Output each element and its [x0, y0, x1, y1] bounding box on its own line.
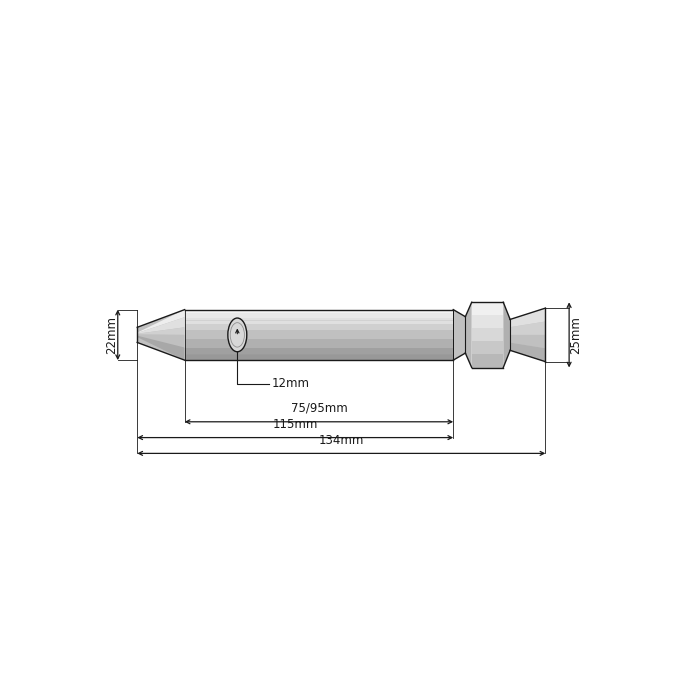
Polygon shape: [510, 321, 545, 335]
Text: 134mm: 134mm: [319, 434, 364, 447]
Polygon shape: [137, 310, 185, 333]
Polygon shape: [185, 319, 453, 324]
Polygon shape: [185, 339, 453, 347]
Polygon shape: [472, 354, 503, 367]
Polygon shape: [510, 308, 545, 327]
Text: 25mm: 25mm: [569, 316, 582, 354]
Polygon shape: [503, 302, 510, 367]
Ellipse shape: [228, 318, 247, 352]
Polygon shape: [472, 315, 503, 328]
Text: 12mm: 12mm: [272, 378, 310, 391]
Polygon shape: [472, 302, 503, 315]
Text: 22mm: 22mm: [105, 316, 118, 354]
Polygon shape: [465, 302, 472, 367]
Polygon shape: [137, 336, 185, 360]
Polygon shape: [137, 310, 185, 360]
Polygon shape: [185, 330, 453, 339]
Polygon shape: [137, 317, 185, 334]
Polygon shape: [137, 334, 185, 347]
Polygon shape: [185, 310, 453, 360]
Polygon shape: [185, 324, 453, 330]
Polygon shape: [510, 343, 545, 362]
Polygon shape: [185, 313, 453, 319]
Text: 75/95mm: 75/95mm: [291, 402, 347, 415]
Polygon shape: [453, 310, 465, 360]
Polygon shape: [472, 341, 503, 354]
Polygon shape: [472, 328, 503, 341]
Text: 115mm: 115mm: [272, 418, 318, 431]
Polygon shape: [510, 308, 545, 362]
Polygon shape: [185, 310, 453, 313]
Polygon shape: [137, 328, 185, 335]
Polygon shape: [472, 302, 503, 367]
Polygon shape: [510, 335, 545, 348]
Polygon shape: [185, 347, 453, 355]
Polygon shape: [185, 355, 453, 360]
